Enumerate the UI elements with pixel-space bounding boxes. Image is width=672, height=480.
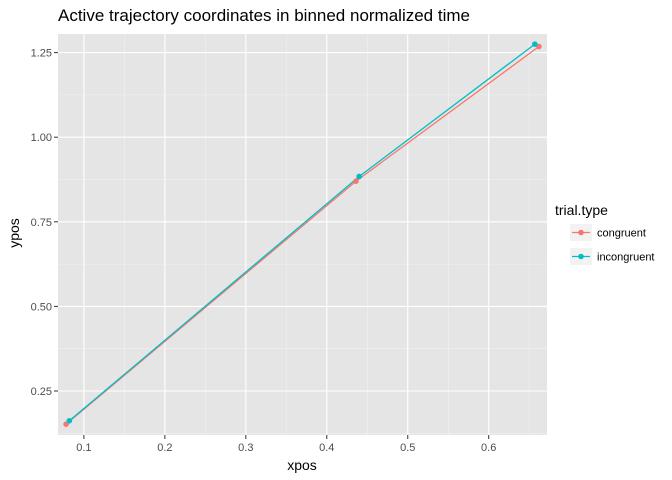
x-axis-title: xpos [287,457,317,473]
x-tick-label: 0.6 [481,442,496,454]
data-point-incongruent [356,173,362,180]
data-point-congruent [353,178,359,185]
data-point-incongruent [532,41,538,47]
legend-label-incongruent: incongruent [597,252,655,264]
legend-key-point-incongruent [578,253,584,260]
y-tick-label: 0.25 [31,386,52,398]
y-tick-label: 0.75 [31,217,52,229]
legend-label-congruent: congruent [597,228,646,240]
y-axis: 0.25 0.50 0.75 1.00 1.25 [31,48,58,398]
x-axis: 0.1 0.2 0.3 0.4 0.5 0.6 [76,435,496,454]
major-gridlines [58,34,547,435]
x-tick-label: 0.5 [400,442,415,454]
legend: trial.type congruent incongruent [555,202,655,265]
legend-items: congruent incongruent [570,224,655,265]
y-tick-label: 0.50 [31,301,52,313]
series-layer [63,41,542,427]
y-tick-label: 1.25 [31,48,52,60]
x-tick-label: 0.2 [157,442,172,454]
legend-title: trial.type [555,202,608,218]
minor-gridlines [58,34,547,435]
y-axis-title: ypos [6,218,22,248]
data-point-congruent [536,43,542,50]
plot-panel [58,34,547,435]
x-tick-label: 0.3 [238,442,253,454]
chart-title: Active trajectory coordinates in binned … [58,6,470,25]
x-tick-label: 0.4 [319,442,334,454]
y-tick-label: 1.00 [31,132,52,144]
legend-key-point-congruent [578,229,584,236]
data-point-incongruent [66,417,73,424]
x-tick-label: 0.1 [76,442,91,454]
